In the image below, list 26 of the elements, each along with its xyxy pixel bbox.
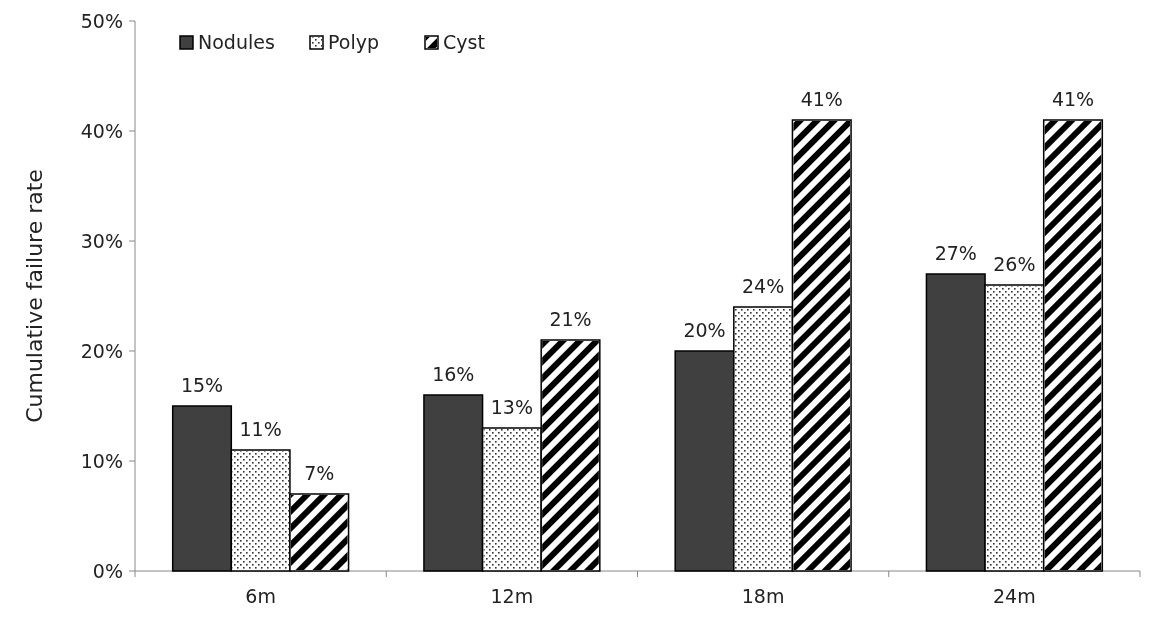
y-tick-label: 40% bbox=[80, 119, 123, 142]
data-label: 27% bbox=[934, 242, 977, 264]
y-tick-label: 50% bbox=[80, 9, 123, 32]
data-label: 20% bbox=[683, 319, 726, 341]
data-label: 11% bbox=[239, 418, 282, 440]
data-label: 16% bbox=[432, 363, 475, 385]
data-label: 41% bbox=[1051, 88, 1095, 110]
legend-label: Cyst bbox=[443, 31, 485, 53]
x-tick-label: 6m bbox=[245, 585, 276, 607]
data-label: 7% bbox=[304, 462, 335, 484]
data-label: 41% bbox=[800, 88, 843, 110]
y-tick-label: 0% bbox=[92, 559, 123, 582]
x-tick-label: 24m bbox=[993, 585, 1036, 607]
legend-label: Polyp bbox=[328, 31, 379, 53]
y-tick-label: 20% bbox=[80, 339, 123, 362]
y-tick-label: 10% bbox=[80, 449, 123, 472]
data-label: 15% bbox=[180, 374, 224, 396]
data-label: 26% bbox=[993, 253, 1036, 275]
y-axis-title: Cumulative failure rate bbox=[22, 169, 47, 423]
data-label: 24% bbox=[742, 275, 785, 297]
legend-label: Nodules bbox=[198, 31, 275, 53]
x-tick-label: 18m bbox=[741, 585, 785, 607]
data-label: 13% bbox=[490, 396, 533, 418]
x-tick-label: 12m bbox=[490, 585, 534, 607]
y-tick-label: 30% bbox=[80, 229, 123, 252]
data-label: 21% bbox=[549, 308, 592, 330]
